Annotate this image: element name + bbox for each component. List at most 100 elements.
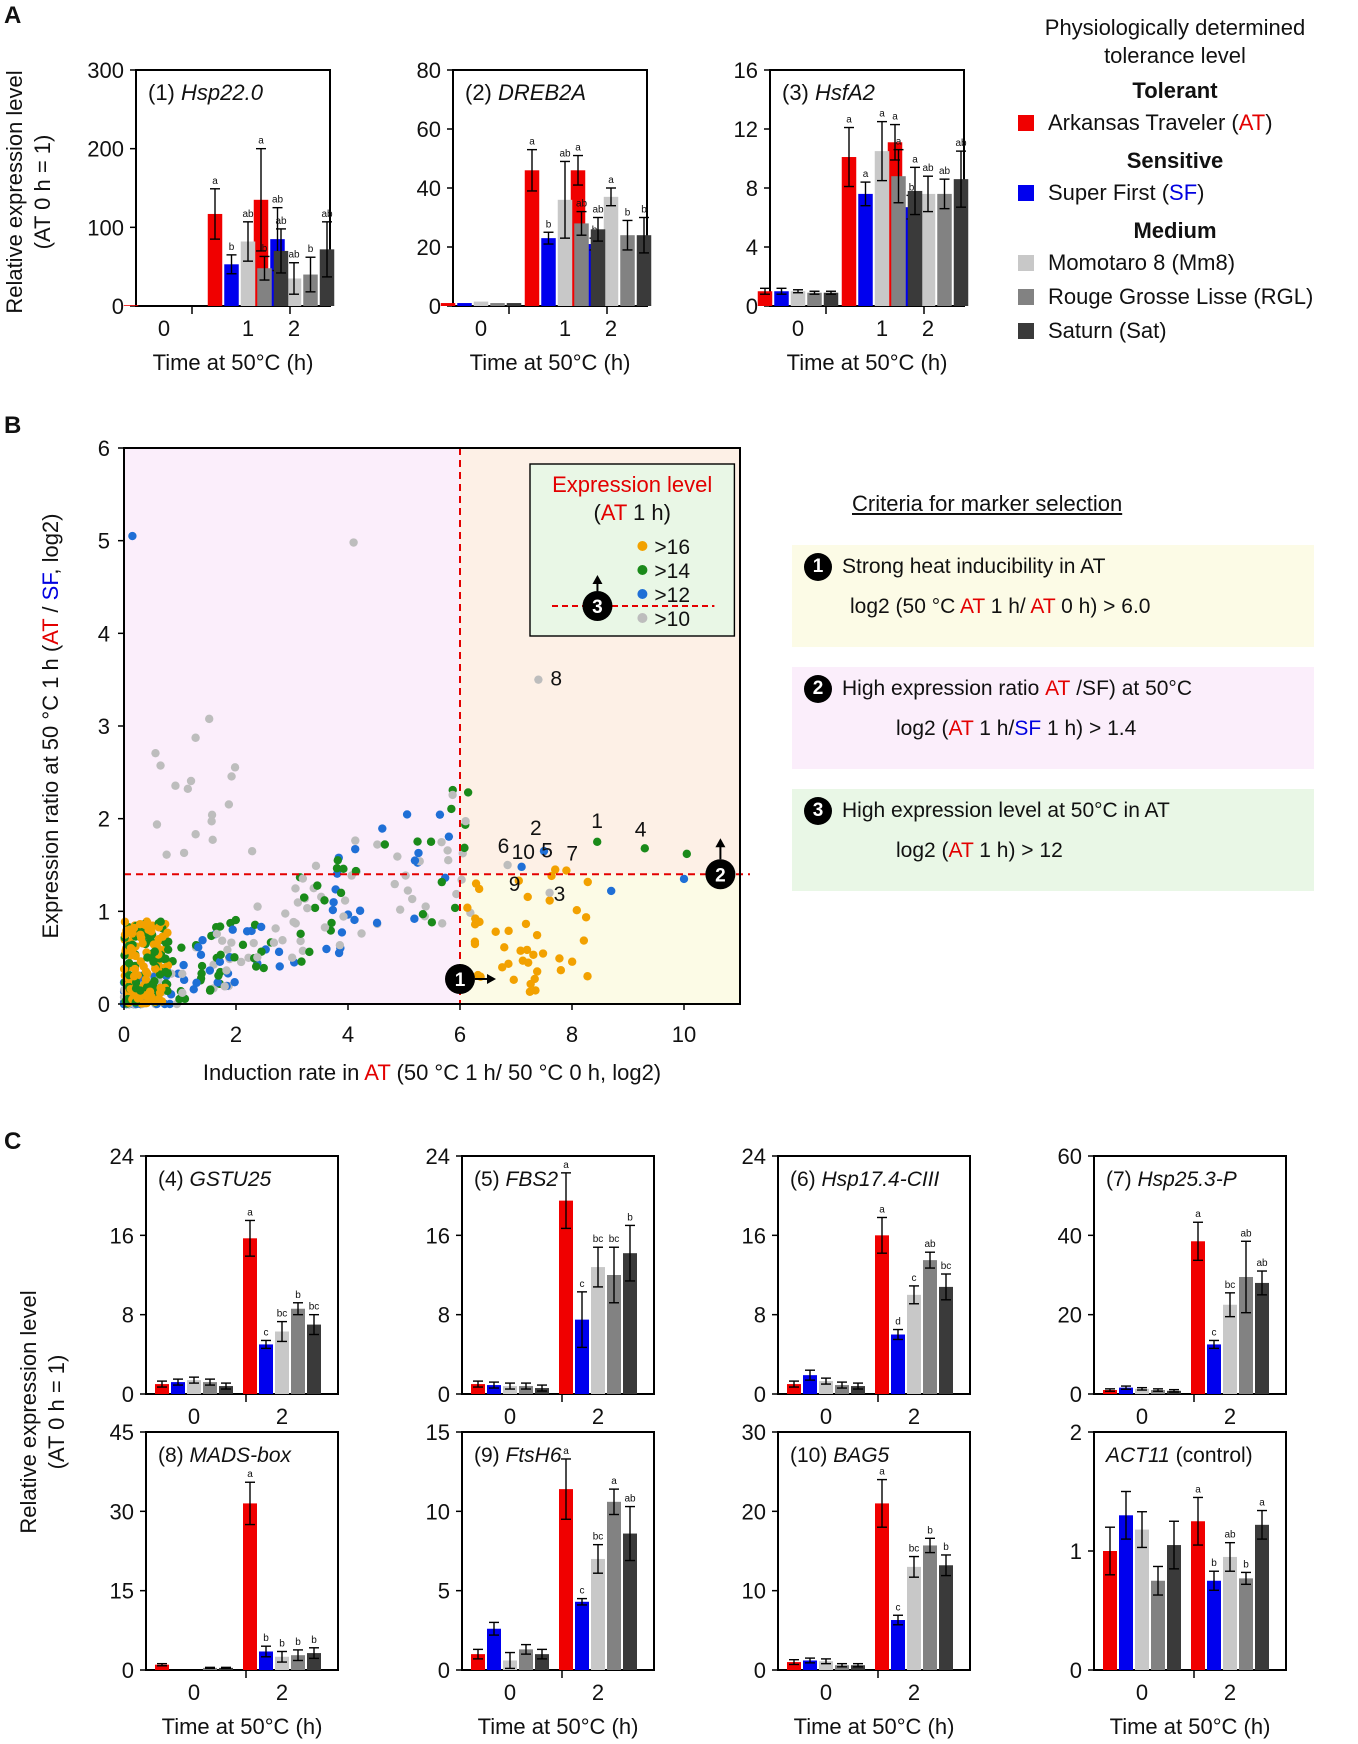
significance-letter: c: [896, 1602, 901, 1613]
point-label: 1: [591, 810, 603, 833]
bar-SF: [487, 1385, 501, 1394]
data-point: [395, 905, 405, 914]
data-point: [177, 943, 186, 952]
significance-letter: b: [1211, 1558, 1217, 1569]
significance-letter: a: [258, 136, 264, 147]
data-point: [136, 930, 145, 939]
bar-AT: [875, 1235, 889, 1394]
criterion-box-1: 1 Strong heat inducibility in AT log2 (50 …: [792, 545, 1314, 647]
data-point: [230, 977, 239, 987]
data-point: [143, 953, 152, 962]
x-axis-title: Time at 50°C (h): [470, 350, 631, 375]
marker-2-arrowhead: [715, 838, 726, 848]
bar-SF: [457, 303, 472, 306]
bar-AT: [787, 1384, 801, 1394]
gene-label-name: FtsH6: [506, 1444, 562, 1467]
criteria-title: Criteria for marker selection: [852, 491, 1123, 516]
y-axis-title: Expression ratio at 50 °C 1 h (AT / SF, …: [38, 514, 63, 939]
significance-letter: d: [895, 1317, 901, 1328]
x-axis-title: Time at 50°C (h): [787, 350, 948, 375]
marker-1: [445, 963, 475, 994]
significance-letter: ab: [559, 148, 571, 159]
significance-letter: c: [580, 1279, 585, 1290]
significance-letter: bc: [909, 1544, 920, 1555]
significance-letter: b: [625, 207, 631, 218]
bar-SF: [575, 1319, 589, 1394]
data-point: [251, 962, 261, 971]
bar-RGL: [937, 193, 952, 306]
legend-label: Super First (SF): [1048, 180, 1205, 205]
legend-group-title: Medium: [1133, 218, 1217, 243]
bar-AT: [1103, 1390, 1117, 1394]
bar-AT: [1103, 1551, 1117, 1670]
data-point: [205, 714, 214, 724]
gene-label-num: (10): [790, 1444, 833, 1467]
data-point: [297, 957, 306, 966]
data-point: [414, 848, 423, 858]
y-tick-label: 16: [110, 1223, 134, 1248]
significance-letter: a: [1195, 1484, 1201, 1495]
data-point: [532, 967, 542, 976]
bar-Mm8: [1135, 1529, 1149, 1670]
data-point: [403, 886, 413, 895]
bar-SF: [224, 264, 239, 306]
plot-frame: [777, 1431, 971, 1671]
data-point: [410, 856, 420, 865]
bar-Mm8: [275, 1656, 289, 1670]
data-point: [337, 928, 347, 937]
bar-RGL: [574, 223, 589, 306]
significance-letter: ab: [1256, 1258, 1268, 1269]
y-tick-label: 0: [438, 1382, 450, 1407]
data-point: [147, 992, 156, 1002]
data-point: [164, 937, 173, 946]
x-category-label: 2: [592, 1680, 604, 1705]
label-part: AT: [364, 1060, 390, 1085]
data-point: [192, 978, 201, 988]
data-point: [437, 877, 446, 887]
panel-letter-a: A: [4, 2, 22, 29]
significance-letter: b: [1243, 1559, 1249, 1570]
y-tick-label: 0: [122, 1658, 134, 1683]
data-point: [156, 917, 165, 926]
data-point: [332, 864, 342, 873]
x-category-label: 0: [504, 1680, 516, 1705]
bar-SF: [1119, 1515, 1133, 1670]
x-category-label: 0: [188, 1680, 200, 1705]
gene-label-num: (7): [1106, 1168, 1138, 1191]
significance-letter: b: [909, 182, 915, 193]
significance-letter: b: [263, 1633, 269, 1644]
highlighted-point: [503, 860, 512, 870]
data-point: [150, 964, 160, 973]
data-point: [124, 958, 134, 968]
data-point: [205, 986, 215, 995]
data-point: [149, 940, 159, 949]
legend-swatch: [1018, 323, 1034, 339]
data-point: [373, 840, 382, 849]
gene-label: (1) Hsp22.0: [148, 80, 264, 105]
data-point: [322, 944, 331, 954]
bar-AT: [440, 303, 456, 306]
bar-Sat: [307, 1653, 321, 1670]
expression-legend-label: >12: [654, 584, 690, 607]
bar-Mm8: [1135, 1388, 1149, 1394]
criterion-box-3: 3 High expression level at 50°C in AT log2…: [792, 789, 1314, 891]
data-point: [179, 848, 189, 858]
bar-SF: [858, 193, 873, 306]
label-part: SF: [38, 573, 63, 601]
data-point: [463, 903, 472, 912]
bar-SF: [891, 1620, 905, 1670]
bar-RGL: [835, 1665, 849, 1670]
region-yellow: [460, 874, 740, 1004]
data-point: [447, 804, 456, 814]
data-point: [296, 929, 305, 939]
bar-Mm8: [473, 301, 489, 306]
cultivar-legend: Physiologically determined tolerance lev…: [1000, 14, 1350, 348]
y-tick-label: 300: [87, 58, 124, 83]
x-tick-label: 2: [230, 1022, 242, 1047]
data-point: [335, 940, 345, 950]
data-point: [138, 939, 147, 948]
y-tick-label: 20: [742, 1499, 766, 1524]
data-point: [171, 781, 180, 790]
y-tick-label: 100: [87, 215, 124, 240]
